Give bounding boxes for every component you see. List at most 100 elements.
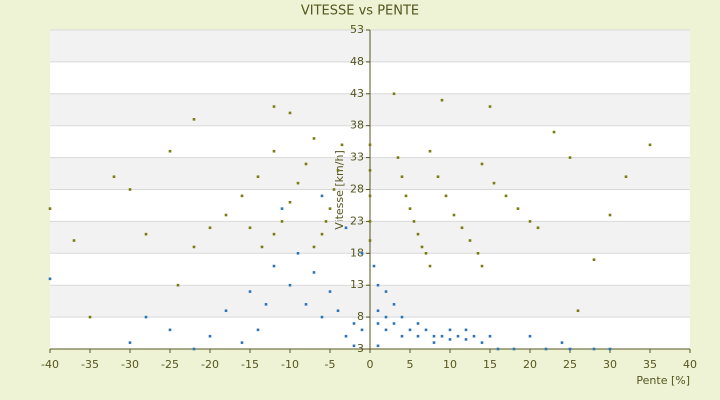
- y-tick-label: 8: [357, 310, 364, 323]
- point: [128, 188, 132, 191]
- point: [456, 334, 460, 338]
- point: [392, 303, 396, 306]
- point: [360, 328, 364, 332]
- point: [344, 226, 348, 230]
- point: [368, 194, 372, 198]
- point: [352, 322, 356, 325]
- point: [368, 143, 372, 147]
- point: [340, 143, 344, 147]
- point: [464, 338, 468, 341]
- point: [468, 239, 472, 242]
- point: [392, 322, 396, 325]
- point: [248, 290, 252, 293]
- point: [176, 283, 180, 287]
- point: [608, 213, 612, 217]
- point: [272, 264, 276, 268]
- x-tick-label: 35: [643, 358, 657, 371]
- point: [568, 347, 572, 351]
- x-axis-label: Pente [%]: [636, 374, 690, 387]
- point: [416, 232, 420, 236]
- point: [576, 309, 580, 313]
- point: [496, 347, 500, 351]
- point: [372, 264, 376, 268]
- point: [416, 322, 420, 325]
- x-tick-label: -10: [281, 358, 299, 371]
- x-tick-label: 25: [563, 358, 577, 371]
- point: [488, 334, 492, 338]
- y-tick-label: 18: [350, 246, 364, 259]
- point: [320, 315, 324, 319]
- point: [296, 252, 300, 255]
- point: [192, 347, 196, 351]
- point: [376, 283, 380, 287]
- point: [336, 309, 340, 313]
- point: [504, 194, 508, 198]
- point: [608, 347, 612, 351]
- point: [112, 175, 116, 179]
- point: [240, 194, 244, 198]
- point: [328, 207, 332, 210]
- y-tick-label: 38: [350, 119, 364, 132]
- point: [272, 232, 276, 236]
- point: [412, 220, 416, 223]
- point: [452, 213, 456, 217]
- point: [312, 245, 316, 249]
- point: [368, 169, 372, 172]
- point: [88, 315, 92, 319]
- point: [240, 341, 244, 344]
- x-tick-label: -5: [325, 358, 336, 371]
- point: [624, 175, 628, 179]
- point: [432, 334, 436, 338]
- point: [404, 194, 408, 198]
- point: [352, 344, 356, 348]
- point: [384, 315, 388, 319]
- y-tick-label: 53: [350, 23, 364, 36]
- point: [144, 232, 148, 236]
- point: [368, 220, 372, 223]
- point: [440, 98, 444, 102]
- point: [488, 105, 492, 108]
- point: [336, 169, 340, 172]
- x-tick-label: 0: [367, 358, 374, 371]
- point: [48, 207, 52, 210]
- point: [304, 162, 308, 166]
- point: [392, 92, 396, 96]
- point: [224, 309, 228, 313]
- y-tick-label: 13: [350, 278, 364, 291]
- point: [464, 328, 468, 332]
- point: [256, 328, 260, 332]
- y-tick-label: 33: [350, 151, 364, 164]
- point: [448, 328, 452, 332]
- point: [128, 341, 132, 344]
- point: [384, 328, 388, 332]
- point: [552, 130, 556, 134]
- point: [440, 334, 444, 338]
- y-tick-label: 48: [350, 55, 364, 68]
- point: [376, 322, 380, 325]
- point: [264, 303, 268, 306]
- point: [332, 188, 336, 191]
- point: [436, 175, 440, 179]
- point: [192, 118, 196, 121]
- point: [516, 207, 520, 210]
- point: [536, 226, 540, 230]
- x-tick-label: 15: [483, 358, 497, 371]
- point: [272, 105, 276, 108]
- point: [360, 252, 364, 255]
- point: [528, 220, 532, 223]
- point: [480, 341, 484, 344]
- point: [312, 137, 316, 140]
- point: [48, 277, 52, 281]
- point: [424, 252, 428, 255]
- point: [560, 341, 564, 344]
- point: [428, 264, 432, 268]
- point: [328, 290, 332, 293]
- point: [592, 347, 596, 351]
- point: [312, 271, 316, 274]
- point: [324, 220, 328, 223]
- point: [320, 194, 324, 198]
- x-tick-label: 30: [603, 358, 617, 371]
- point: [420, 245, 424, 249]
- point: [544, 347, 548, 351]
